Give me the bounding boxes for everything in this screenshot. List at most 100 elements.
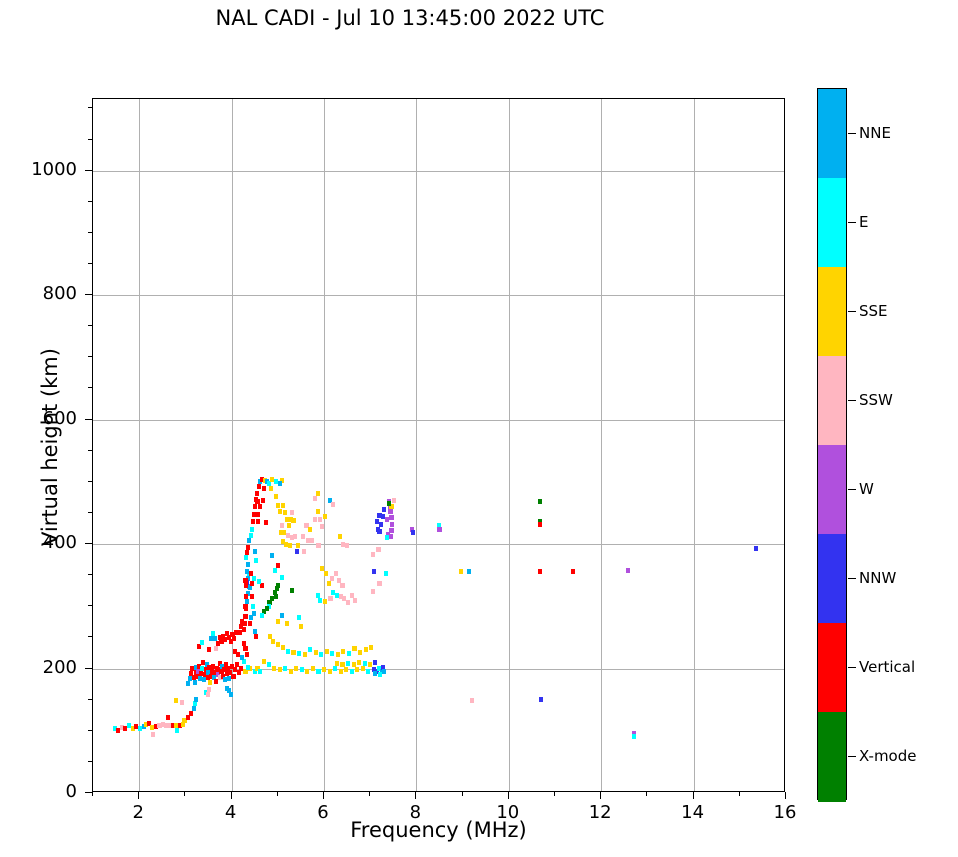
data-point: [182, 718, 187, 724]
data-point: [374, 519, 379, 525]
data-point: [338, 668, 343, 674]
page-title: NAL CADI - Jul 10 13:45:00 2022 UTC: [215, 6, 605, 30]
data-point: [235, 662, 240, 668]
data-point: [230, 632, 235, 638]
data-point: [245, 598, 250, 604]
colorbar-segment-vertical: [818, 623, 846, 713]
data-point: [221, 633, 226, 639]
data-point: [248, 615, 254, 620]
colorbar-label-nne: NNE: [859, 123, 891, 142]
data-point: [191, 674, 196, 680]
colorbar-tick-mark: [848, 666, 856, 669]
y-minor-tick-mark: [88, 107, 92, 109]
y-minor-tick-mark: [88, 356, 92, 358]
data-point: [301, 549, 306, 554]
data-point: [382, 668, 387, 674]
colorbar-segment-nnw: [818, 534, 846, 624]
data-point: [192, 700, 197, 706]
colorbar-tick-mark: [848, 755, 856, 758]
colorbar-tick-mark: [848, 399, 856, 402]
y-minor-tick-mark: [88, 698, 92, 700]
data-point: [386, 500, 391, 506]
data-point: [238, 666, 243, 671]
data-point: [335, 652, 340, 658]
data-point: [241, 627, 246, 633]
x-minor-tick-mark: [184, 792, 186, 796]
data-point: [539, 697, 544, 703]
colorbar-tick-mark: [848, 132, 856, 135]
data-point: [195, 673, 200, 679]
data-point: [280, 522, 285, 528]
data-point: [270, 596, 275, 602]
data-point: [570, 568, 575, 574]
data-point: [229, 663, 234, 669]
data-point: [316, 668, 321, 674]
data-point: [243, 603, 248, 609]
data-point: [272, 567, 278, 573]
data-point: [330, 651, 335, 657]
data-point: [315, 592, 320, 598]
x-tick-label: 14: [681, 802, 705, 823]
y-tick-label: 800: [42, 283, 77, 305]
data-point: [260, 498, 266, 503]
data-point: [344, 667, 349, 673]
data-point: [273, 593, 279, 599]
x-tick-label: 16: [773, 802, 797, 823]
gridline-horizontal: [93, 419, 784, 421]
data-point: [384, 535, 389, 541]
y-minor-tick-mark: [88, 574, 92, 576]
data-point: [293, 534, 298, 540]
x-minor-tick-mark: [646, 792, 648, 796]
data-point: [261, 485, 267, 491]
data-point: [246, 576, 251, 582]
data-point: [174, 698, 179, 704]
data-point: [370, 588, 376, 594]
data-point: [253, 557, 258, 563]
data-point: [227, 688, 232, 694]
data-point: [333, 666, 338, 671]
data-point: [260, 582, 265, 588]
data-points-layer: [93, 99, 784, 791]
x-tick-label: 6: [317, 802, 329, 823]
data-point: [388, 509, 393, 515]
gridline-vertical: [324, 99, 325, 791]
data-point: [298, 623, 303, 629]
data-point: [167, 723, 172, 729]
data-point: [336, 577, 341, 583]
data-point: [263, 520, 268, 526]
data-point: [236, 669, 242, 675]
x-tick-mark: [230, 792, 232, 799]
gridline-vertical: [601, 99, 603, 791]
data-point: [212, 674, 217, 680]
data-point: [189, 666, 194, 671]
x-tick-mark: [415, 792, 417, 799]
data-point: [237, 629, 242, 635]
data-point: [192, 679, 197, 685]
data-point: [227, 669, 232, 675]
data-point: [538, 521, 543, 527]
data-point: [242, 621, 247, 627]
data-point: [241, 641, 246, 647]
data-point: [384, 516, 389, 522]
colorbar-label-x-mode: X-mode: [859, 746, 917, 765]
gridline-vertical: [693, 99, 695, 791]
data-point: [201, 677, 206, 683]
data-point: [177, 723, 182, 729]
data-point: [278, 530, 283, 536]
data-point: [221, 673, 226, 679]
data-point: [390, 521, 395, 527]
y-tick-label: 600: [42, 407, 77, 429]
data-point: [331, 590, 336, 596]
data-point: [297, 615, 302, 620]
data-point: [150, 724, 155, 730]
data-point: [165, 714, 170, 720]
data-point: [171, 723, 176, 729]
data-point: [285, 532, 291, 538]
data-point: [328, 596, 333, 602]
data-point: [291, 649, 296, 655]
y-tick-label: 200: [42, 656, 77, 678]
data-point: [331, 501, 336, 507]
data-point: [253, 633, 258, 639]
data-point: [625, 567, 631, 573]
data-point: [272, 590, 278, 596]
